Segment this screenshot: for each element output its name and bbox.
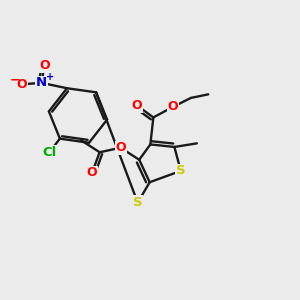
- Text: Cl: Cl: [42, 146, 56, 159]
- Text: O: O: [17, 78, 27, 91]
- Text: S: S: [133, 196, 142, 209]
- Text: O: O: [115, 141, 126, 154]
- Text: N: N: [36, 76, 47, 89]
- Text: O: O: [87, 166, 98, 179]
- Text: O: O: [131, 99, 142, 112]
- Text: S: S: [176, 164, 186, 177]
- Text: O: O: [39, 59, 50, 72]
- Text: −: −: [9, 73, 20, 86]
- Text: O: O: [167, 100, 178, 113]
- Text: +: +: [46, 72, 55, 82]
